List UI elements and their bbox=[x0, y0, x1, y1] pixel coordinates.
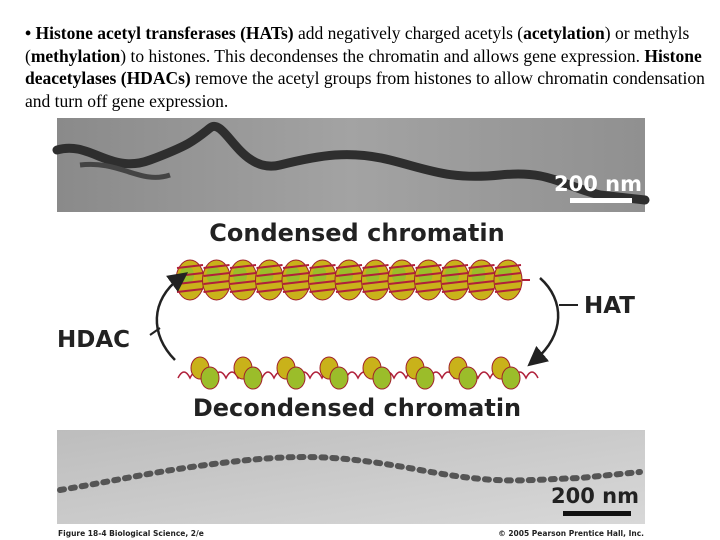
nucleosome bbox=[458, 366, 478, 390]
nucleosome bbox=[286, 366, 306, 390]
dna bbox=[415, 272, 442, 277]
scale-bar bbox=[570, 198, 632, 203]
dna bbox=[203, 264, 230, 269]
dna bbox=[282, 288, 310, 293]
dna bbox=[335, 272, 363, 277]
linker bbox=[177, 371, 539, 380]
decondensed-fiber bbox=[177, 356, 539, 390]
dna bbox=[256, 264, 283, 269]
dna bbox=[494, 288, 522, 293]
dna bbox=[176, 264, 204, 269]
dna bbox=[441, 264, 469, 269]
dna bbox=[388, 264, 416, 269]
dna bbox=[468, 280, 495, 285]
nucleosome bbox=[200, 366, 220, 390]
bold-text: Histone deacetylases (HDACs) bbox=[25, 45, 702, 89]
dna bbox=[203, 272, 230, 277]
nucleosome bbox=[372, 366, 392, 390]
paragraph: • Histone acetyl transferases (HATs) add… bbox=[25, 22, 720, 112]
dna bbox=[362, 288, 389, 293]
dna bbox=[388, 288, 416, 293]
dna bbox=[388, 272, 416, 277]
dna bbox=[415, 288, 442, 293]
micrograph-bottom bbox=[57, 430, 645, 524]
micrograph-top bbox=[57, 118, 645, 212]
caption: © 2005 Pearson Prentice Hall, Inc. bbox=[498, 529, 644, 538]
fiber bbox=[52, 122, 650, 205]
scale-label: 200 nm bbox=[551, 484, 639, 508]
nucleosome bbox=[501, 366, 521, 390]
label: HDAC bbox=[57, 327, 130, 353]
dna bbox=[309, 272, 336, 277]
dna bbox=[441, 272, 469, 277]
text: remove the acetyl groups from histones t… bbox=[25, 68, 705, 111]
nucleosome bbox=[243, 366, 263, 390]
dna bbox=[203, 280, 230, 285]
dna bbox=[415, 280, 442, 285]
dna bbox=[468, 272, 495, 277]
dna bbox=[415, 264, 442, 269]
bold-text: methylation bbox=[30, 45, 121, 66]
scale-label: 200 nm bbox=[554, 172, 642, 196]
dna bbox=[362, 264, 389, 269]
bold-text: • Histone acetyl transferases (HATs) bbox=[25, 23, 294, 43]
dna bbox=[309, 264, 336, 269]
text: ) to histones. This decondenses the chro… bbox=[120, 45, 645, 66]
dna bbox=[335, 264, 363, 269]
dna bbox=[282, 264, 310, 269]
dna bbox=[441, 288, 469, 293]
nucleosome bbox=[415, 366, 435, 390]
dna bbox=[309, 288, 336, 293]
dna bbox=[229, 288, 257, 293]
dna bbox=[468, 264, 495, 269]
text: add negatively charged acetyls ( bbox=[293, 23, 524, 43]
label: Decondensed chromatin bbox=[193, 394, 521, 422]
arrow bbox=[527, 277, 560, 367]
condensed-fiber bbox=[175, 259, 530, 301]
dna bbox=[229, 280, 257, 285]
label: HAT bbox=[584, 293, 635, 319]
scale-bar bbox=[563, 511, 631, 516]
beads bbox=[57, 454, 643, 493]
dna bbox=[494, 272, 522, 277]
bold-text: acetylation bbox=[523, 23, 605, 43]
dna bbox=[335, 280, 363, 285]
nucleosome bbox=[329, 366, 349, 390]
caption: Figure 18-4 Biological Science, 2/e bbox=[58, 529, 204, 538]
dna bbox=[203, 288, 230, 293]
text: ) or methyls ( bbox=[25, 23, 690, 66]
dna bbox=[256, 272, 283, 277]
dna bbox=[229, 272, 257, 277]
dna bbox=[388, 280, 416, 285]
dna bbox=[309, 280, 336, 285]
dna bbox=[362, 272, 389, 277]
fiber bbox=[79, 161, 171, 180]
label: Condensed chromatin bbox=[209, 219, 504, 247]
dna bbox=[256, 280, 283, 285]
dna bbox=[256, 288, 283, 293]
arrow bbox=[149, 327, 161, 336]
dna bbox=[229, 264, 257, 269]
dna bbox=[282, 272, 310, 277]
dna bbox=[494, 264, 522, 269]
dna bbox=[468, 288, 495, 293]
dna bbox=[441, 280, 469, 285]
dna bbox=[494, 280, 522, 285]
dna bbox=[362, 280, 389, 285]
dna bbox=[335, 288, 363, 293]
arrow bbox=[155, 272, 189, 361]
dna bbox=[282, 280, 310, 285]
